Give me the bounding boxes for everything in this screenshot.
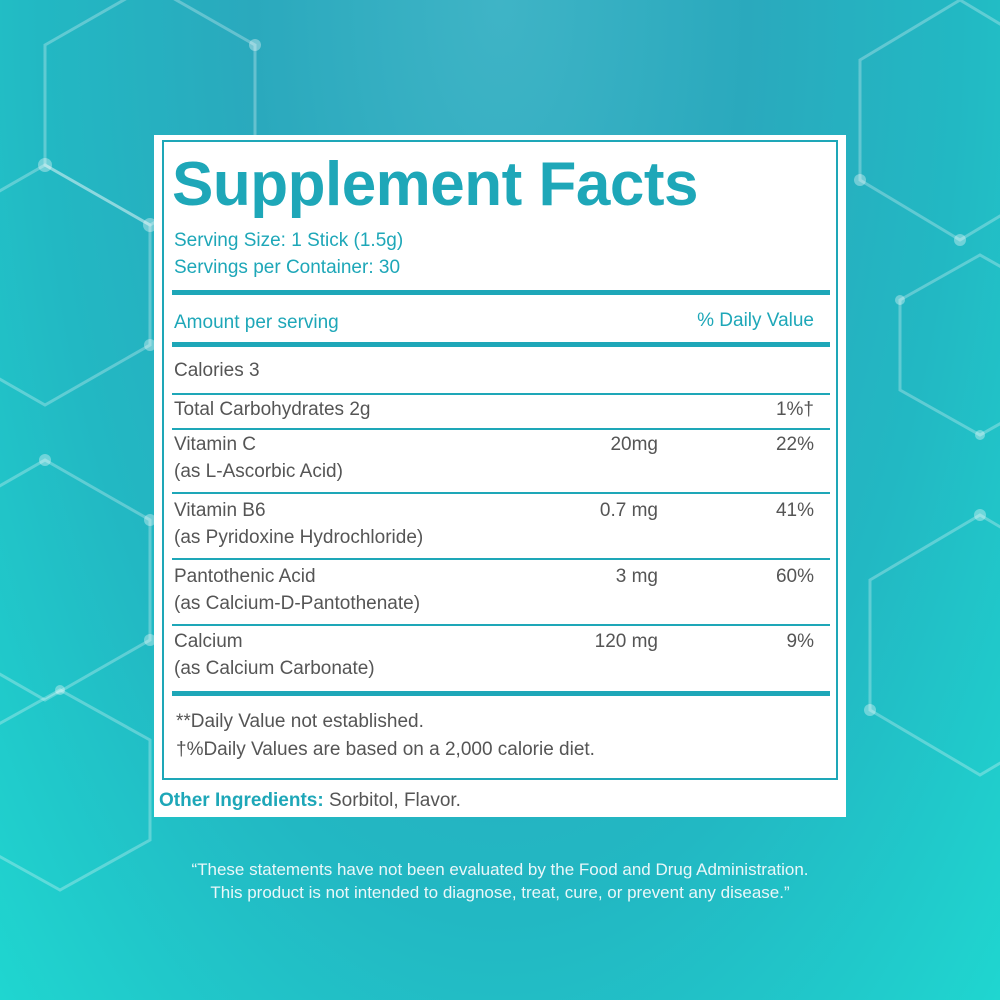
nutrient-source: (as Calcium Carbonate) <box>174 658 375 679</box>
nutrient-amount: 3 mg <box>615 566 658 587</box>
amount-per-serving-header: Amount per serving <box>174 312 339 333</box>
nutrient-name: Vitamin B6 <box>174 500 266 521</box>
other-ingredients-label: Other Ingredients: <box>159 790 324 811</box>
divider-thin <box>172 393 830 395</box>
nutrient-name: Calories 3 <box>174 360 260 381</box>
divider-thin <box>172 428 830 430</box>
servings-per-container: Servings per Container: 30 <box>174 257 401 278</box>
divider-thick <box>172 342 830 347</box>
nutrient-name: Calcium <box>174 631 243 652</box>
supplement-facts-panel: Supplement Facts Serving Size: 1 Stick (… <box>154 135 846 817</box>
footnote-dv-not-established: **Daily Value not established. <box>176 711 424 732</box>
supplement-facts-box: Supplement Facts Serving Size: 1 Stick (… <box>162 140 838 780</box>
nutrient-source: (as Calcium-D-Pantothenate) <box>174 593 421 614</box>
serving-size: Serving Size: 1 Stick (1.5g) <box>174 230 404 251</box>
nutrient-name: Pantothenic Acid <box>174 566 316 587</box>
label-title: Supplement Facts <box>172 150 699 219</box>
nutrient-source: (as Pyridoxine Hydrochloride) <box>174 527 424 548</box>
divider-thick <box>172 691 830 696</box>
daily-value-header: % Daily Value <box>697 310 814 331</box>
other-ingredients-value: Sorbitol, Flavor. <box>323 790 461 811</box>
divider-thick <box>172 290 830 295</box>
nutrient-daily-value: 9% <box>786 631 814 652</box>
divider-thin <box>172 624 830 626</box>
nutrient-amount: 120 mg <box>594 631 658 652</box>
footnote-calorie-diet: †%Daily Values are based on a 2,000 calo… <box>176 739 595 760</box>
nutrient-daily-value: 41% <box>775 500 814 521</box>
nutrient-amount: 20mg <box>610 434 658 455</box>
fda-disclaimer-line-2: This product is not intended to diagnose… <box>210 883 790 902</box>
nutrient-daily-value: 60% <box>775 566 814 587</box>
nutrient-amount: 0.7 mg <box>599 500 658 521</box>
divider-thin <box>172 492 830 494</box>
nutrient-name: Vitamin C <box>174 434 257 455</box>
divider-thin <box>172 558 830 560</box>
nutrient-name: Total Carbohydrates 2g <box>174 399 371 420</box>
nutrient-daily-value: 22% <box>775 434 814 455</box>
nutrient-daily-value: 1%† <box>775 399 814 420</box>
fda-disclaimer-line-1: “These statements have not been evaluate… <box>191 860 809 879</box>
other-ingredients: Other Ingredients: Sorbitol, Flavor. <box>159 790 461 812</box>
nutrient-source: (as L-Ascorbic Acid) <box>174 461 343 482</box>
